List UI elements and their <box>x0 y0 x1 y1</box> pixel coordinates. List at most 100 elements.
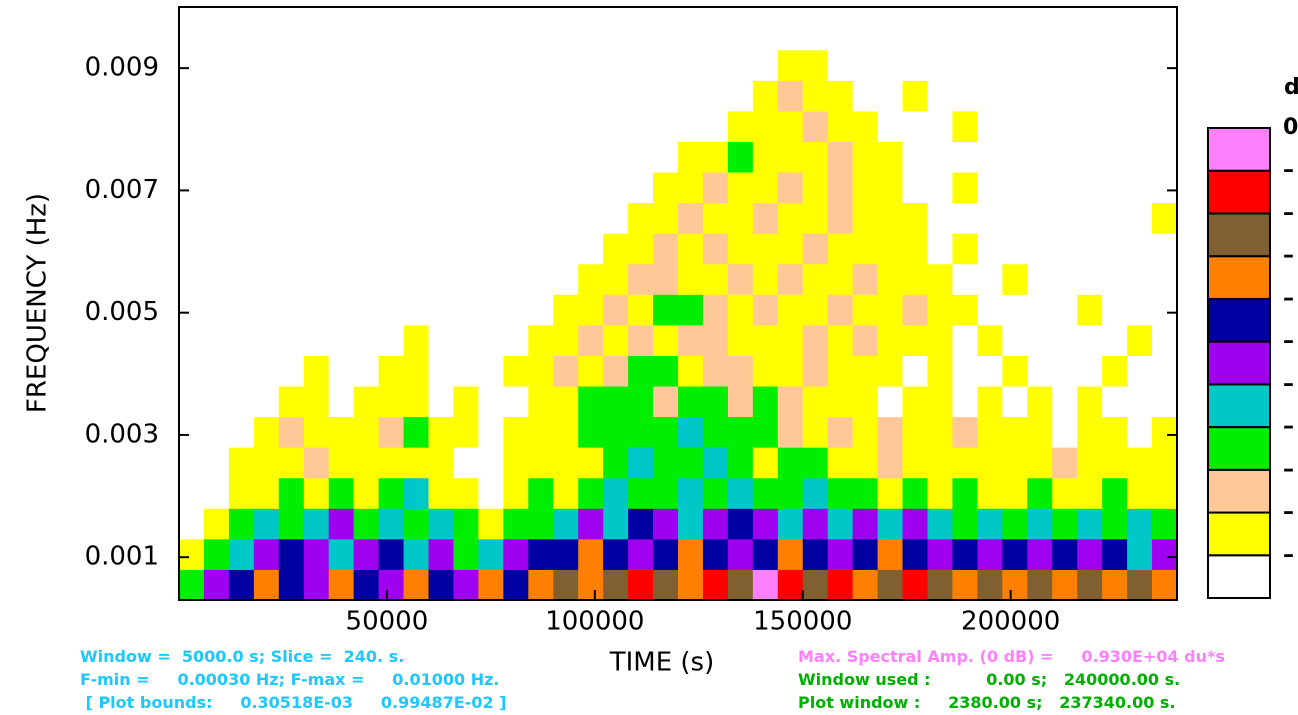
heatmap-cell <box>802 294 829 326</box>
heatmap-cell <box>553 141 579 173</box>
heatmap-cell <box>927 49 953 81</box>
heatmap-cell <box>503 263 529 295</box>
heatmap-cell <box>927 508 953 540</box>
heatmap-cell <box>428 202 454 234</box>
heatmap-cell <box>553 263 579 295</box>
heatmap-cell <box>727 355 754 387</box>
heatmap-cell <box>403 263 429 295</box>
heatmap-cell <box>578 263 604 295</box>
heatmap-cell <box>403 49 429 81</box>
heatmap-cell <box>927 416 953 448</box>
heatmap-cell <box>852 233 879 265</box>
heatmap-cell <box>1027 538 1053 570</box>
heatmap-cell <box>752 508 779 540</box>
heatmap-cell <box>578 508 604 540</box>
heatmap-cell <box>428 263 454 295</box>
heatmap-cell <box>1002 233 1028 265</box>
heatmap-cell <box>653 324 679 356</box>
heatmap-cell <box>727 263 754 295</box>
heatmap-cell <box>253 233 280 265</box>
heatmap-cell <box>877 141 904 173</box>
note: [ Plot bounds: 0.30518E-03 0.99487E-02 ] <box>80 693 506 712</box>
heatmap-cell <box>1052 19 1078 51</box>
heatmap-cell <box>228 110 255 142</box>
heatmap-cell <box>403 324 429 356</box>
heatmap-cell <box>902 233 928 265</box>
heatmap-cell <box>179 447 205 479</box>
colorbar-box <box>1207 340 1271 386</box>
heatmap-cell <box>827 233 854 265</box>
heatmap-cell <box>428 141 454 173</box>
heatmap-cell <box>578 538 604 570</box>
heatmap-cell <box>453 508 479 540</box>
heatmap-cell <box>253 416 280 448</box>
heatmap-cell <box>353 416 380 448</box>
heatmap-cell <box>927 447 953 479</box>
heatmap-cell <box>528 202 554 234</box>
heatmap-cell <box>179 49 205 81</box>
heatmap-cell <box>328 233 355 265</box>
heatmap-cell <box>1052 447 1078 479</box>
y-tick-label: 0.007 <box>85 175 159 205</box>
heatmap-cell <box>777 233 804 265</box>
heatmap-cell <box>478 538 504 570</box>
heatmap-cell <box>727 324 754 356</box>
heatmap-cell <box>902 477 928 509</box>
heatmap-cell <box>727 49 754 81</box>
heatmap-cell <box>977 538 1003 570</box>
heatmap-cell <box>528 447 554 479</box>
heatmap-cell <box>628 416 654 448</box>
heatmap-cell <box>877 508 904 540</box>
heatmap-cell <box>752 355 779 387</box>
heatmap-cell <box>1002 477 1028 509</box>
heatmap-cell <box>927 538 953 570</box>
heatmap-cell <box>653 202 679 234</box>
heatmap-cell <box>378 386 405 418</box>
heatmap-cell <box>628 508 654 540</box>
heatmap-cell <box>952 569 978 601</box>
heatmap-cell <box>877 202 904 234</box>
heatmap-cell <box>927 202 953 234</box>
x-tick-label: 200000 <box>961 607 1060 637</box>
heatmap-cell <box>203 202 230 234</box>
heatmap-cell <box>852 386 879 418</box>
heatmap-cell <box>628 202 654 234</box>
heatmap-cell <box>1002 263 1028 295</box>
heatmap-cell <box>877 477 904 509</box>
heatmap-cell <box>902 569 928 601</box>
heatmap-cell <box>453 538 479 570</box>
heatmap-cell <box>952 202 978 234</box>
heatmap-cell <box>852 80 879 112</box>
heatmap-cell <box>852 416 879 448</box>
heatmap-cell <box>952 141 978 173</box>
heatmap-cell <box>1127 19 1153 51</box>
heatmap-cell <box>1127 233 1153 265</box>
heatmap-cell <box>478 355 504 387</box>
heatmap-cell <box>777 263 804 295</box>
heatmap-cell <box>403 386 429 418</box>
heatmap-cell <box>603 141 629 173</box>
heatmap-cell <box>453 141 479 173</box>
heatmap-cell <box>603 477 629 509</box>
heatmap-cell <box>478 324 504 356</box>
heatmap-cell <box>927 263 953 295</box>
heatmap-cell <box>478 416 504 448</box>
heatmap-cell <box>378 49 405 81</box>
heatmap-cell <box>827 416 854 448</box>
heatmap-cell <box>777 538 804 570</box>
heatmap-cell <box>1102 141 1128 173</box>
heatmap-cell <box>303 263 330 295</box>
heatmap-cell <box>453 202 479 234</box>
heatmap-cell <box>253 538 280 570</box>
heatmap-cell <box>852 447 879 479</box>
note: F-min = 0.00030 Hz; F-max = 0.01000 Hz. <box>80 670 500 689</box>
heatmap-cell <box>603 324 629 356</box>
heatmap-cell <box>902 110 928 142</box>
heatmap-cell <box>328 80 355 112</box>
colorbar-label: – <box>1283 329 1294 354</box>
heatmap-cell <box>952 19 978 51</box>
heatmap-cell <box>503 110 529 142</box>
heatmap-cell <box>702 324 729 356</box>
heatmap-cell <box>877 324 904 356</box>
heatmap-cell <box>1102 569 1128 601</box>
